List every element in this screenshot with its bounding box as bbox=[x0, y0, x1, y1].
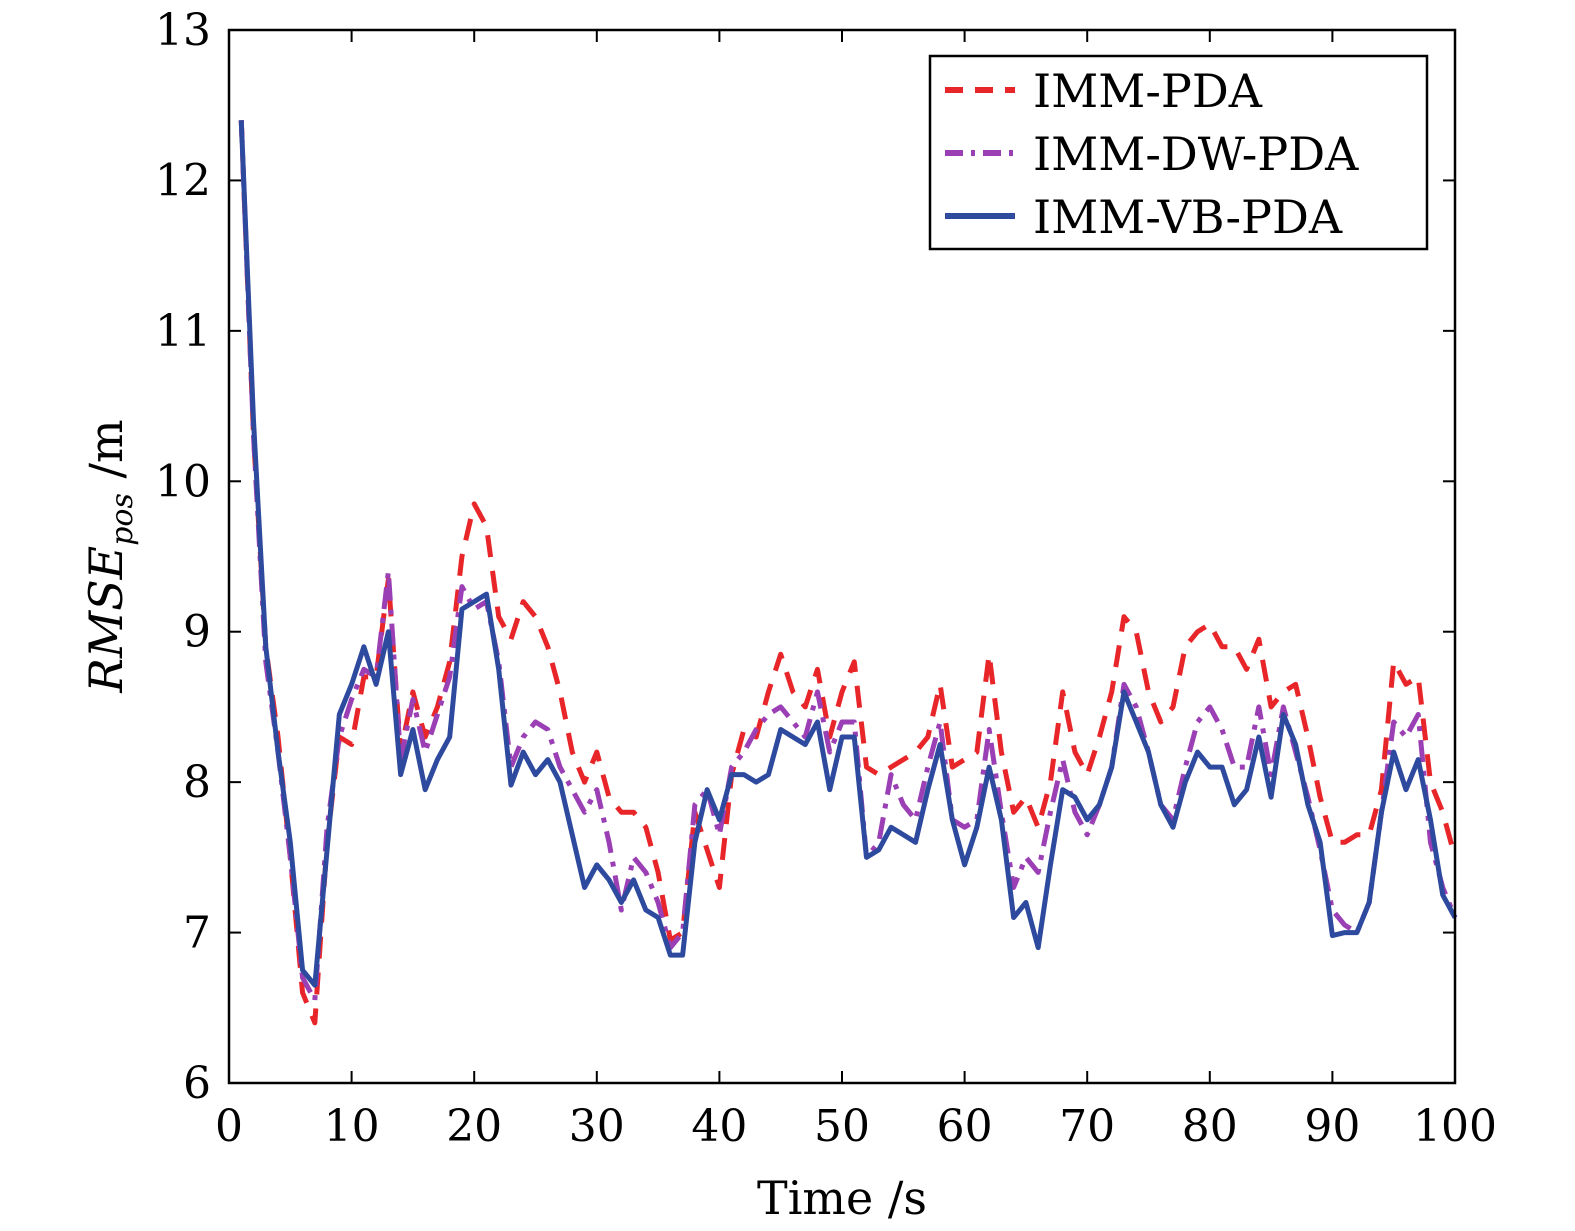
x-tick-label: 10 bbox=[324, 1101, 380, 1152]
series-imm-pda bbox=[238, 120, 1458, 1026]
series-imm-dw-pda bbox=[238, 120, 1458, 1003]
y-tick-label: 11 bbox=[155, 306, 211, 357]
y-tick-label: 7 bbox=[183, 908, 211, 959]
y-axis-label: RMSEpos /m bbox=[79, 419, 140, 693]
series-line-imm-dw-pda bbox=[238, 120, 1458, 1003]
legend-label-imm-pda: IMM-PDA bbox=[1033, 64, 1263, 118]
legend: IMM-PDA IMM-DW-PDA IMM-VB-PDA bbox=[928, 54, 1429, 251]
y-tick-label: 13 bbox=[155, 5, 211, 56]
y-axis-label-sub: pos bbox=[105, 493, 140, 546]
x-tick-label: 100 bbox=[1413, 1101, 1497, 1152]
x-tick-label: 50 bbox=[814, 1101, 870, 1152]
series-imm-vb-pda bbox=[238, 120, 1458, 988]
series-line-imm-vb-pda bbox=[238, 120, 1458, 988]
x-axis-label: Time /s bbox=[757, 1171, 927, 1225]
x-tick-label: 80 bbox=[1182, 1101, 1238, 1152]
y-tick-label: 10 bbox=[155, 456, 211, 507]
series-line-imm-pda bbox=[238, 120, 1458, 1026]
y-tick-label: 12 bbox=[155, 155, 211, 206]
x-tick-label: 20 bbox=[446, 1101, 502, 1152]
x-tick-label: 0 bbox=[215, 1101, 243, 1152]
y-tick-label: 6 bbox=[183, 1058, 211, 1109]
x-tick-label: 70 bbox=[1059, 1101, 1115, 1152]
series-layer bbox=[238, 120, 1458, 1026]
legend-label-imm-vb-pda: IMM-VB-PDA bbox=[1033, 190, 1343, 244]
y-axis-label-unit: /m bbox=[79, 419, 133, 493]
y-axis-label-main: RMSE bbox=[79, 546, 133, 694]
x-tick-label: 30 bbox=[569, 1101, 625, 1152]
legend-label-imm-dw-pda: IMM-DW-PDA bbox=[1033, 127, 1359, 181]
x-tick-label: 90 bbox=[1304, 1101, 1360, 1152]
y-tick-label: 8 bbox=[183, 757, 211, 808]
y-tick-label: 9 bbox=[183, 607, 211, 658]
x-tick-label: 60 bbox=[937, 1101, 993, 1152]
tick-layer: 0 10 20 30 40 50 60 70 80 90 100 6 7 8 9 10 11 12 13 bbox=[155, 5, 1497, 1152]
x-tick-label: 40 bbox=[691, 1101, 747, 1152]
